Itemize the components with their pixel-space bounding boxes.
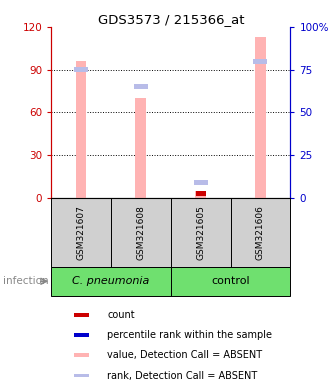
Bar bbox=[195, 190, 206, 198]
Bar bbox=[51, 198, 111, 267]
Bar bbox=[74, 353, 89, 357]
Text: control: control bbox=[211, 276, 250, 286]
Bar bbox=[51, 267, 171, 296]
Bar bbox=[134, 84, 148, 89]
Bar bbox=[74, 67, 88, 72]
Text: GSM321607: GSM321607 bbox=[77, 205, 85, 260]
Bar bbox=[74, 374, 89, 377]
Bar bbox=[194, 180, 208, 185]
Text: count: count bbox=[107, 310, 135, 320]
Text: infection: infection bbox=[3, 276, 49, 286]
Bar bbox=[255, 37, 266, 198]
Bar bbox=[196, 191, 206, 196]
Bar bbox=[74, 333, 89, 337]
Bar bbox=[136, 98, 146, 198]
Text: GSM321608: GSM321608 bbox=[136, 205, 146, 260]
Text: C. pneumonia: C. pneumonia bbox=[72, 276, 149, 286]
Bar bbox=[111, 198, 171, 267]
Bar bbox=[231, 198, 290, 267]
Title: GDS3573 / 215366_at: GDS3573 / 215366_at bbox=[98, 13, 244, 26]
Text: value, Detection Call = ABSENT: value, Detection Call = ABSENT bbox=[107, 350, 262, 360]
Bar bbox=[171, 267, 290, 296]
Bar bbox=[253, 59, 268, 63]
Text: GSM321605: GSM321605 bbox=[196, 205, 205, 260]
Text: rank, Detection Call = ABSENT: rank, Detection Call = ABSENT bbox=[107, 371, 257, 381]
Bar bbox=[171, 198, 231, 267]
Text: GSM321606: GSM321606 bbox=[256, 205, 265, 260]
Text: percentile rank within the sample: percentile rank within the sample bbox=[107, 330, 272, 340]
Bar bbox=[74, 313, 89, 317]
Bar bbox=[76, 61, 86, 198]
